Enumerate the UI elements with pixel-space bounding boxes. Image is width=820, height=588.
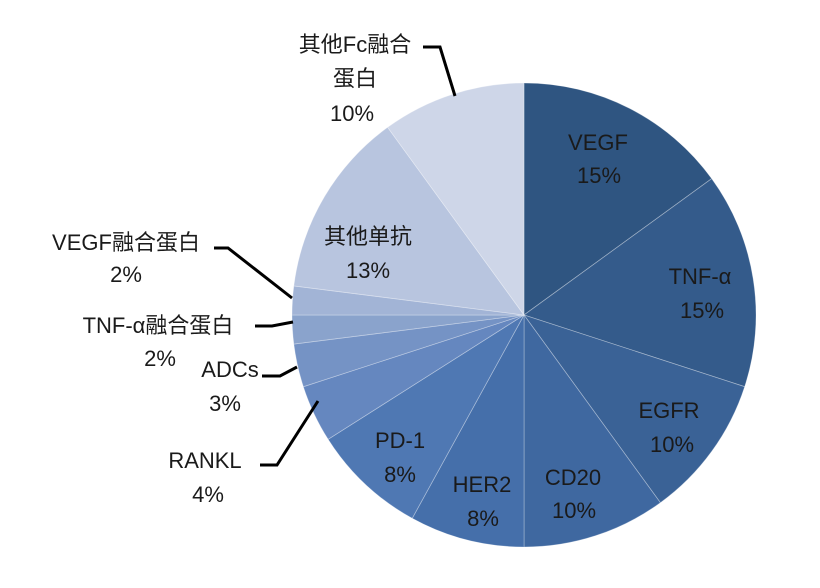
category-label-vegf-fusion-protein: VEGF融合蛋白 [52, 230, 200, 255]
pie-slice-her2 [411, 314, 525, 548]
pie-slice-pd-1 [327, 314, 525, 519]
pie-slice-rankl [302, 314, 525, 440]
category-label-egfr: EGFR [638, 398, 699, 423]
pie-slices [291, 82, 757, 548]
category-label-pd-1: PD-1 [375, 428, 425, 453]
value-label-vegf-fusion-protein: 2% [110, 262, 142, 287]
value-label-tnf-alpha: 15% [680, 298, 724, 323]
pie-slice-tnf-alpha [523, 178, 757, 388]
pie-slice-vegf [523, 82, 713, 316]
category-label-adcs: ADCs [201, 357, 258, 382]
pie-slice-egfr [522, 314, 746, 504]
value-label-vegf: 15% [577, 163, 621, 188]
leader-line-vegf-fusion-protein [214, 246, 293, 300]
category-label-rankl: RANKL [168, 448, 241, 473]
category-label-tnf-alpha-fusion-protein: TNF-α融合蛋白 [83, 313, 234, 338]
value-label-egfr: 10% [650, 432, 694, 457]
leader-line-other-fc-fusion-proteins [423, 45, 457, 97]
category-label-her2: HER2 [453, 472, 512, 497]
pie-slice-adcs [293, 314, 525, 388]
category-label-cd20: CD20 [545, 465, 601, 490]
value-label-pd-1: 8% [384, 462, 416, 487]
category-label-other-fc-fusion-proteins: 其他Fc融合蛋白 [299, 32, 411, 91]
value-label-her2: 8% [467, 506, 499, 531]
value-label-other-mabs: 13% [346, 258, 390, 283]
pie-slice-other-mabs [293, 126, 525, 316]
category-label-tnf-alpha: TNF-α [669, 264, 732, 289]
pie-slice-vegf-fusion-protein [291, 285, 525, 316]
leader-line-tnf-alpha-fusion-protein [255, 320, 294, 328]
category-label-other-mabs: 其他单抗 [324, 224, 412, 249]
value-label-tnf-alpha-fusion-protein: 2% [144, 346, 176, 371]
pie-slice-cd20 [523, 313, 661, 548]
pie-slice-other-fc-fusion-proteins [387, 82, 525, 317]
pie-slice-tnf-alpha-fusion-protein [291, 314, 525, 345]
value-label-adcs: 3% [209, 391, 241, 416]
leader-line-adcs [262, 365, 298, 378]
value-label-other-fc-fusion-proteins: 10% [330, 101, 374, 126]
value-label-rankl: 4% [192, 482, 224, 507]
category-label-vegf: VEGF [568, 130, 628, 155]
value-label-cd20: 10% [552, 498, 596, 523]
leader-line-rankl [260, 400, 320, 467]
